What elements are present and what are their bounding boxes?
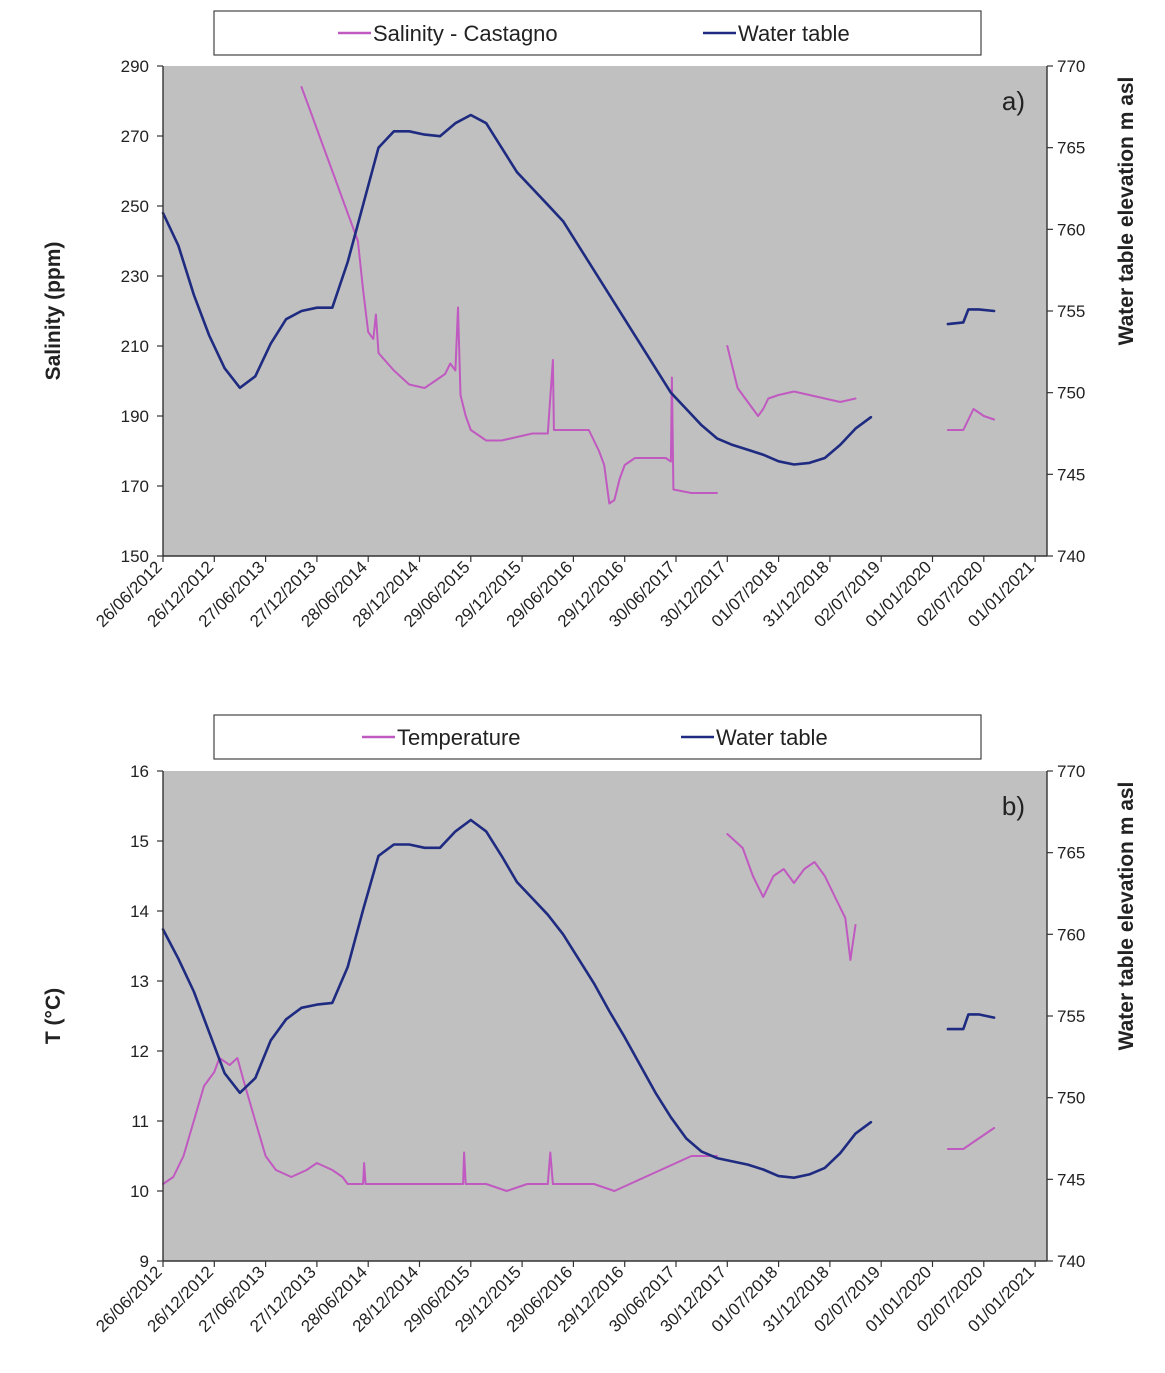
legend-label: Temperature (397, 725, 521, 750)
series-line-segment (946, 408, 996, 431)
series-line-segment (161, 113, 873, 466)
right-tick-label: 760 (1057, 925, 1085, 944)
series-line-segment (162, 1057, 718, 1192)
series-temperature (162, 833, 996, 1192)
series-water-table (161, 113, 996, 466)
panel-b: 91011121314151674074575075576076577026/0… (42, 714, 1138, 1336)
left-tick-label: 150 (121, 547, 149, 566)
right-tick-label: 740 (1057, 547, 1085, 566)
plot-area (163, 66, 1047, 556)
series-line-segment (726, 833, 857, 961)
series-salinity-castagno (300, 86, 996, 505)
left-axis-title: Salinity (ppm) (42, 242, 65, 381)
panel-a: 150 170 190 210 230 250 270 290 740 745 750 755 760 7… (42, 10, 1138, 631)
left-tick-label: 170 (121, 477, 149, 496)
left-tick-label: 11 (131, 1112, 149, 1131)
legend-label: Salinity - Castagno (373, 21, 558, 46)
right-axis-title: Water table elevation m asl (1115, 782, 1138, 1051)
legend-box (213, 10, 982, 56)
left-tick-label: 13 (130, 972, 149, 991)
left-tick-label: 230 (121, 267, 149, 286)
left-tick-label: 250 (121, 197, 149, 216)
plot-area (163, 771, 1047, 1261)
legend-box (213, 714, 982, 760)
left-tick-label: 290 (121, 57, 149, 76)
legend: Salinity - Castagno Water table (213, 10, 982, 56)
left-tick-label: 9 (140, 1252, 149, 1271)
right-tick-label: 760 (1057, 220, 1085, 239)
right-tick-label: 755 (1057, 1007, 1085, 1026)
right-tick-label: 765 (1057, 139, 1085, 158)
left-tick-label: 15 (130, 832, 149, 851)
series-group (161, 818, 996, 1192)
left-tick-label: 190 (121, 407, 149, 426)
right-tick-label: 740 (1057, 1252, 1085, 1271)
series-group (161, 86, 996, 505)
right-tick-label: 770 (1057, 57, 1085, 76)
left-tick-label: 12 (130, 1042, 149, 1061)
right-axis-title: Water table elevation m asl (1115, 77, 1138, 346)
right-tick-label: 745 (1057, 1170, 1085, 1189)
series-line-segment (946, 308, 996, 326)
right-tick-label: 750 (1057, 1089, 1085, 1108)
series-line-segment (946, 1127, 996, 1150)
panel-label: a) (1002, 86, 1025, 116)
right-tick-label: 755 (1057, 302, 1085, 321)
series-water-table (161, 818, 996, 1179)
left-tick-label: 270 (121, 127, 149, 146)
right-tick-label: 745 (1057, 465, 1085, 484)
left-tick-label: 16 (130, 762, 149, 781)
right-tick-label: 765 (1057, 844, 1085, 863)
left-tick-label: 14 (130, 902, 149, 921)
legend: Temperature Water table (213, 714, 982, 760)
left-tick-label: 210 (121, 337, 149, 356)
series-line-segment (161, 818, 873, 1179)
left-tick-label: 10 (130, 1182, 149, 1201)
series-line-segment (946, 1013, 996, 1031)
left-axis-title: T (°C) (42, 988, 65, 1044)
panel-label: b) (1002, 791, 1025, 821)
legend-label: Water table (738, 21, 850, 46)
right-tick-label: 770 (1057, 762, 1085, 781)
right-tick-label: 750 (1057, 384, 1085, 403)
series-line-segment (726, 345, 857, 417)
series-line-segment (300, 86, 718, 505)
legend-label: Water table (716, 725, 828, 750)
